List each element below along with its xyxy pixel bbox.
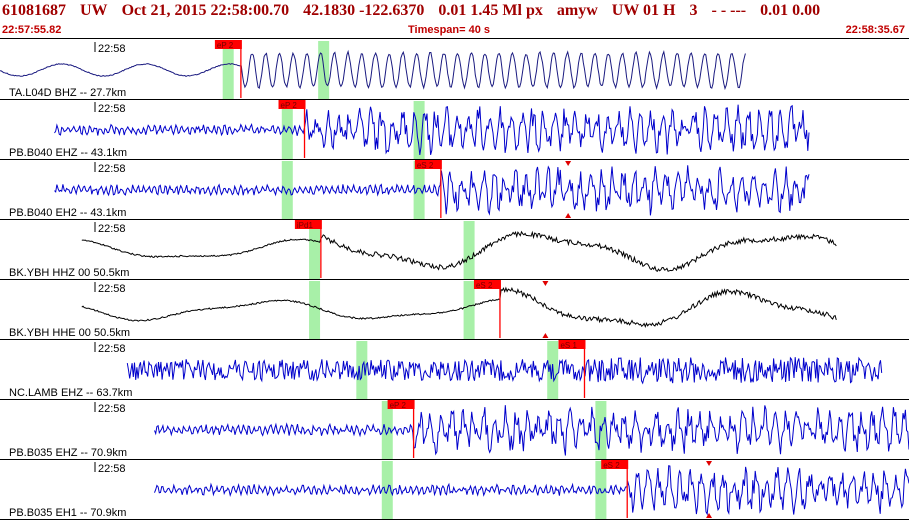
tick-label: 22:58 — [98, 343, 126, 355]
seismogram-panel[interactable]: 22:58 eP 2 TA.L04D BHZ -- 27.7km 22:58 eP 2 P… — [0, 40, 909, 520]
marker-triangle-top — [542, 281, 549, 286]
event-count: 3 — [689, 2, 698, 19]
station-label: TA.L04D BHZ -- 27.7km — [9, 87, 126, 99]
start-time: 22:57:55.82 — [2, 24, 62, 36]
pick-flag[interactable] — [414, 160, 442, 169]
trace-row[interactable]: 22:58 eS 2 PB.B035 EH1 -- 70.9km — [0, 460, 909, 520]
marker-triangle-bottom — [542, 333, 549, 338]
event-datetime: Oct 21, 2015 22:58:00.70 — [121, 2, 290, 19]
event-summary-line: 61081687 UW Oct 21, 2015 22:58:00.70 42.183… — [2, 2, 907, 24]
marker-triangle-top — [706, 461, 713, 466]
tick-label: 22:58 — [98, 163, 126, 175]
tick-label: 22:58 — [98, 43, 126, 55]
window-band — [309, 221, 321, 279]
event-source: UW 01 H — [611, 2, 676, 19]
tick-label: 22:58 — [98, 463, 126, 475]
tick-label: 22:58 — [98, 403, 126, 415]
station-label: BK.YBH HHZ 00 50.5km — [9, 267, 129, 279]
waveform — [81, 286, 837, 328]
pick-label: eP 2 — [390, 401, 407, 410]
window-band — [463, 221, 475, 279]
pick-flag[interactable] — [387, 400, 415, 409]
event-network: UW — [80, 2, 108, 19]
event-magnitude: 0.01 1.45 Ml px — [438, 2, 543, 19]
event-header: 61081687 UW Oct 21, 2015 22:58:00.70 42.183… — [0, 0, 909, 40]
marker-triangle-bottom — [706, 513, 713, 518]
event-flags: - - --- — [711, 2, 747, 19]
marker-triangle-bottom — [565, 213, 572, 218]
pick-flag[interactable] — [294, 220, 322, 229]
marker-triangle-top — [565, 161, 572, 166]
timespan-label: Timespan= 40 s — [408, 24, 491, 36]
waveform — [126, 356, 883, 385]
tick-label: 22:58 — [98, 103, 126, 115]
station-label: NC.LAMB EHZ -- 63.7km — [9, 387, 132, 399]
event-author: amyw — [556, 2, 598, 19]
station-label: PB.B040 EHZ -- 43.1km — [9, 147, 127, 159]
station-label: BK.YBH HHE 00 50.5km — [9, 327, 130, 339]
pick-label: eS 1 — [560, 341, 577, 350]
waveform — [0, 49, 746, 91]
trace-row[interactable]: 22:58 eS 2 BK.YBH HHE 00 50.5km — [0, 280, 909, 340]
waveform — [154, 405, 909, 456]
header-divider — [0, 38, 909, 39]
window-band — [463, 281, 475, 339]
window-band — [413, 101, 425, 159]
trace-row[interactable]: 22:58 iPd1 BK.YBH HHZ 00 50.5km — [0, 220, 909, 280]
pick-label: eS 2 — [417, 161, 434, 170]
window-band — [222, 41, 234, 99]
waveform — [81, 230, 837, 273]
pick-label: eS 2 — [603, 461, 620, 470]
trace-row[interactable]: 22:58 eP 2 TA.L04D BHZ -- 27.7km — [0, 40, 909, 100]
station-label: PB.B035 EHZ -- 70.9km — [9, 447, 127, 459]
pick-label: eP 2 — [217, 41, 234, 50]
pick-flag[interactable] — [214, 40, 242, 49]
event-residuals: 0.01 0.00 — [760, 2, 821, 19]
event-location: 42.1830 -122.6370 — [303, 2, 425, 19]
pick-flag[interactable] — [473, 280, 501, 289]
station-label: PB.B040 EH2 -- 43.1km — [9, 207, 126, 219]
tick-label: 22:58 — [98, 283, 126, 295]
pick-flag[interactable] — [601, 460, 629, 469]
pick-flag[interactable] — [278, 100, 306, 109]
window-band — [381, 401, 393, 459]
event-id: 61081687 — [2, 2, 66, 19]
trace-row[interactable]: 22:58 eS 1 NC.LAMB EHZ -- 63.7km — [0, 340, 909, 400]
window-band — [413, 161, 425, 219]
end-time: 22:58:35.67 — [845, 24, 905, 36]
pick-label: eS 2 — [476, 281, 493, 290]
window-band — [309, 281, 321, 339]
waveform — [154, 465, 909, 516]
station-label: PB.B035 EH1 -- 70.9km — [9, 507, 126, 519]
pick-label: iPd1 — [297, 221, 314, 230]
trace-row[interactable]: 22:58 eP 2 PB.B040 EHZ -- 43.1km — [0, 100, 909, 160]
pick-label: eP 2 — [281, 101, 298, 110]
trace-row[interactable]: 22:58 eP 2 PB.B035 EHZ -- 70.9km — [0, 400, 909, 460]
pick-flag[interactable] — [558, 340, 586, 349]
waveform — [54, 165, 810, 216]
waveform — [54, 104, 810, 156]
tick-label: 22:58 — [98, 223, 126, 235]
trace-row[interactable]: 22:58 eS 2 PB.B040 EH2 -- 43.1km — [0, 160, 909, 220]
